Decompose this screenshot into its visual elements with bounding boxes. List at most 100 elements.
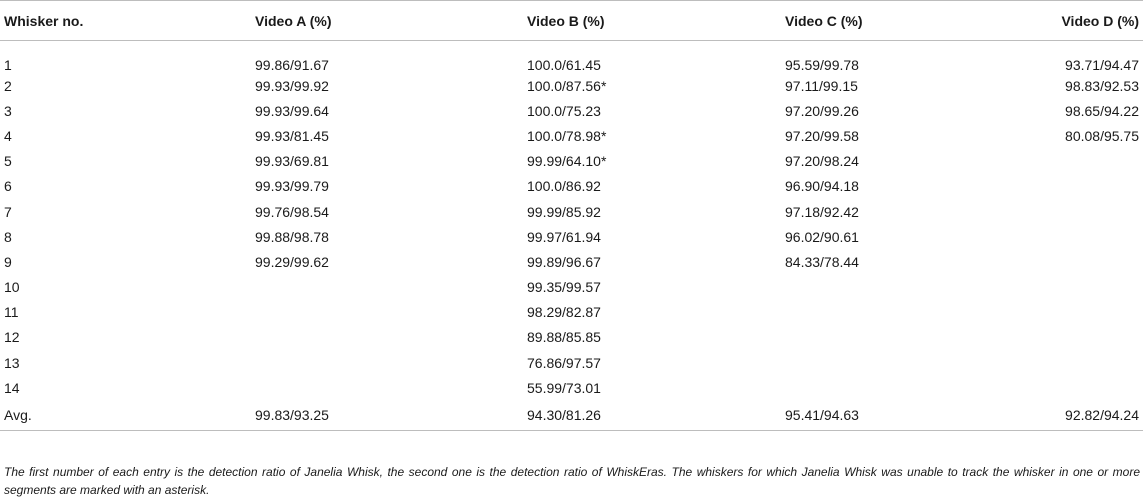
- header-video-a: Video A (%): [255, 0, 527, 41]
- detection-ratio-cell: 95.59/99.78: [785, 57, 859, 73]
- table-row: 6 99.93/99.79 100.0/86.92 96.90/94.18: [0, 174, 1143, 199]
- detection-ratio-cell: 100.0/61.45: [527, 57, 601, 73]
- detection-ratio-cell: [984, 224, 1143, 249]
- detection-ratio-cell: [785, 325, 984, 350]
- whisker-number-cell: 4: [4, 127, 12, 144]
- detection-ratio-cell: [785, 300, 984, 325]
- whisker-number-cell: 8: [4, 228, 12, 245]
- detection-ratio-cell: 99.93/99.79: [255, 178, 329, 195]
- detection-ratio-cell: 94.30/81.26: [527, 400, 785, 432]
- whisker-number-cell: Avg.: [0, 400, 255, 432]
- detection-ratio-cell: 84.33/78.44: [785, 253, 859, 270]
- table-row: 4 99.93/81.45 100.0/78.98* 97.20/99.58 80.08…: [0, 123, 1143, 148]
- detection-ratio-cell: [984, 325, 1143, 350]
- detection-ratio-cell: 80.08/95.75: [1065, 127, 1139, 144]
- detection-ratio-cell: 98.29/82.87: [527, 304, 601, 321]
- detection-ratio-cell: 76.86/97.57: [527, 354, 601, 371]
- detection-ratio-cell: [984, 149, 1143, 174]
- whisker-number-cell: 10: [4, 279, 20, 296]
- header-video-d: Video D (%): [984, 0, 1143, 41]
- table-row: 12 89.88/85.85: [0, 325, 1143, 350]
- detection-ratio-cell: 97.20/98.24: [785, 153, 859, 170]
- detection-ratio-cell: 55.99/73.01: [527, 379, 601, 396]
- whisker-number-cell: 14: [4, 379, 20, 396]
- whisker-number-cell: 7: [4, 203, 12, 220]
- detection-ratio-cell: 100.0/87.56*: [527, 77, 607, 94]
- table-footnote: The first number of each entry is the de…: [4, 465, 1140, 497]
- table-row: 10 99.35/99.57: [0, 275, 1143, 300]
- detection-ratio-cell: [785, 275, 984, 300]
- detection-ratio-cell: 99.99/85.92: [527, 203, 601, 220]
- detection-ratio-cell: 97.18/92.42: [785, 203, 859, 220]
- header-video-c: Video C (%): [785, 0, 984, 41]
- detection-ratio-cell: [255, 350, 527, 375]
- detection-ratio-cell: [984, 275, 1143, 300]
- header-row: Whisker no. Video A (%) Video B (%) Vide…: [0, 0, 1143, 41]
- detection-ratio-cell: 100.0/78.98*: [527, 127, 607, 144]
- detection-ratio-cell: 97.20/99.26: [785, 102, 859, 119]
- detection-ratio-cell: [255, 300, 527, 325]
- table-row: 3 99.93/99.64 100.0/75.23 97.20/99.26 98.65/…: [0, 98, 1143, 123]
- table-row: 2 99.93/99.92 100.0/87.56* 97.11/99.15 98.83…: [0, 73, 1143, 98]
- header-video-b: Video B (%): [527, 0, 785, 41]
- whisker-number-cell: 5: [4, 153, 12, 170]
- detection-ratio-cell: 99.86/91.67: [255, 57, 329, 73]
- table-row: 11 98.29/82.87: [0, 300, 1143, 325]
- detection-ratio-cell: 99.99/64.10*: [527, 153, 607, 170]
- detection-ratio-cell: 99.76/98.54: [255, 203, 329, 220]
- whisker-number-cell: 3: [4, 102, 12, 119]
- whisker-number-cell: 11: [4, 304, 19, 321]
- table-row: 9 99.29/99.62 99.89/96.67 84.33/78.44: [0, 249, 1143, 274]
- table-row: 1 99.86/91.67 100.0/61.45 95.59/99.78 93.71/…: [0, 41, 1143, 73]
- detection-ratio-table: Whisker no. Video A (%) Video B (%) Vide…: [0, 0, 1143, 432]
- detection-ratio-cell: [984, 249, 1143, 274]
- detection-ratio-cell: [255, 275, 527, 300]
- detection-ratio-cell: 97.20/99.58: [785, 127, 859, 144]
- detection-ratio-cell: 99.35/99.57: [527, 279, 601, 296]
- average-row: Avg. 99.83/93.25 94.30/81.26 95.41/94.63 92.…: [0, 400, 1143, 432]
- table-body: 1 99.86/91.67 100.0/61.45 95.59/99.78 93.71/…: [0, 41, 1143, 432]
- whisker-number-cell: 6: [4, 178, 12, 195]
- whisker-number-cell: 1: [4, 57, 12, 73]
- whisker-number-cell: 2: [4, 77, 12, 94]
- detection-ratio-cell: 99.93/99.64: [255, 102, 329, 119]
- detection-ratio-cell: 89.88/85.85: [527, 329, 601, 346]
- table-row: 7 99.76/98.54 99.99/85.92 97.18/92.42: [0, 199, 1143, 224]
- table-row: 8 99.88/98.78 99.97/61.94 96.02/90.61: [0, 224, 1143, 249]
- detection-ratio-cell: 96.90/94.18: [785, 178, 859, 195]
- detection-ratio-cell: 93.71/94.47: [1065, 57, 1139, 73]
- detection-ratio-cell: [255, 375, 527, 400]
- detection-ratio-cell: 92.82/94.24: [984, 400, 1143, 432]
- detection-ratio-cell: [984, 174, 1143, 199]
- detection-ratio-cell: [984, 199, 1143, 224]
- detection-ratio-cell: [984, 300, 1143, 325]
- whisker-number-cell: 9: [4, 253, 12, 270]
- detection-ratio-cell: 99.93/81.45: [255, 127, 329, 144]
- detection-ratio-cell: 96.02/90.61: [785, 228, 859, 245]
- detection-ratio-cell: 98.83/92.53: [1065, 77, 1139, 94]
- detection-ratio-cell: [984, 375, 1143, 400]
- detection-ratio-cell: 99.93/69.81: [255, 153, 329, 170]
- detection-ratio-cell: 100.0/75.23: [527, 102, 601, 119]
- table-row: 14 55.99/73.01: [0, 375, 1143, 400]
- whisker-number-cell: 13: [4, 354, 20, 371]
- results-table-container: Whisker no. Video A (%) Video B (%) Vide…: [0, 0, 1143, 432]
- detection-ratio-cell: 99.97/61.94: [527, 228, 601, 245]
- table-header: Whisker no. Video A (%) Video B (%) Vide…: [0, 0, 1143, 41]
- detection-ratio-cell: 99.83/93.25: [255, 400, 527, 432]
- detection-ratio-cell: [255, 325, 527, 350]
- detection-ratio-cell: 100.0/86.92: [527, 178, 601, 195]
- detection-ratio-cell: 99.93/99.92: [255, 77, 329, 94]
- table-row: 13 76.86/97.57: [0, 350, 1143, 375]
- detection-ratio-cell: [984, 350, 1143, 375]
- detection-ratio-cell: 99.88/98.78: [255, 228, 329, 245]
- detection-ratio-cell: 99.29/99.62: [255, 253, 329, 270]
- detection-ratio-cell: 97.11/99.15: [785, 77, 858, 94]
- whisker-number-cell: 12: [4, 329, 20, 346]
- detection-ratio-cell: 95.41/94.63: [785, 400, 984, 432]
- table-row: 5 99.93/69.81 99.99/64.10* 97.20/98.24: [0, 149, 1143, 174]
- detection-ratio-cell: [785, 350, 984, 375]
- detection-ratio-cell: 98.65/94.22: [1065, 102, 1139, 119]
- header-whisker-no: Whisker no.: [0, 0, 255, 41]
- detection-ratio-cell: [785, 375, 984, 400]
